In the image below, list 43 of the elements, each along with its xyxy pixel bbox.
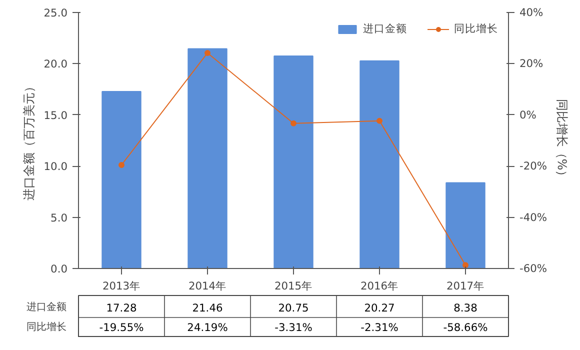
y-tick-label: 10.0 xyxy=(44,160,68,174)
point xyxy=(290,120,296,126)
y2-axis-title: 同比增长（%） xyxy=(555,98,570,182)
data-label: -58.66% xyxy=(443,321,488,334)
legend-label: 同比增长 xyxy=(454,22,498,36)
y2-tick-label: 40% xyxy=(520,6,544,19)
point xyxy=(118,162,124,168)
point xyxy=(376,118,382,124)
bar xyxy=(446,182,486,268)
data-label: 8.38 xyxy=(454,302,478,314)
data-label: 24.19% xyxy=(187,321,228,334)
x-tick-label: 2016年 xyxy=(360,280,399,292)
data-label: -19.55% xyxy=(99,321,144,334)
bar xyxy=(360,60,400,268)
y-tick-label: 25.0 xyxy=(44,6,68,20)
point xyxy=(462,262,468,268)
x-tick-label: 2013年 xyxy=(102,280,141,292)
text: 进口金额 xyxy=(26,302,66,313)
data-label: 20.75 xyxy=(278,302,309,314)
y2-tick-label: 20% xyxy=(520,57,544,70)
y2-tick-label: -60% xyxy=(520,262,548,275)
data-label: 17.28 xyxy=(106,302,137,314)
y2-tick-label: -40% xyxy=(520,210,548,224)
y-axis-title: 进口金额（百万美元） xyxy=(22,80,36,200)
x-tick-label: 2017年 xyxy=(446,280,485,292)
y2-tick-label: -20% xyxy=(520,160,548,173)
y-tick-label: 15.0 xyxy=(44,108,68,122)
y-tick-label: 0.0 xyxy=(50,262,68,276)
point xyxy=(204,50,210,56)
x-tick-label: 2014年 xyxy=(188,280,227,292)
y2-tick-label: 0% xyxy=(520,108,536,122)
bar xyxy=(274,56,314,268)
data-label: -2.31% xyxy=(360,321,398,334)
y-tick-label: 5.0 xyxy=(50,211,68,224)
bar xyxy=(188,48,228,268)
data-label: 20.27 xyxy=(364,302,395,314)
text: 同比增长 xyxy=(26,322,66,333)
x-tick-label: 2015年 xyxy=(274,280,313,292)
data-label: -3.31% xyxy=(274,321,312,334)
data-label: 21.46 xyxy=(192,302,223,314)
bar xyxy=(102,91,142,268)
legend-label: 进口金额 xyxy=(363,22,407,36)
y-tick-label: 20.0 xyxy=(44,58,68,71)
